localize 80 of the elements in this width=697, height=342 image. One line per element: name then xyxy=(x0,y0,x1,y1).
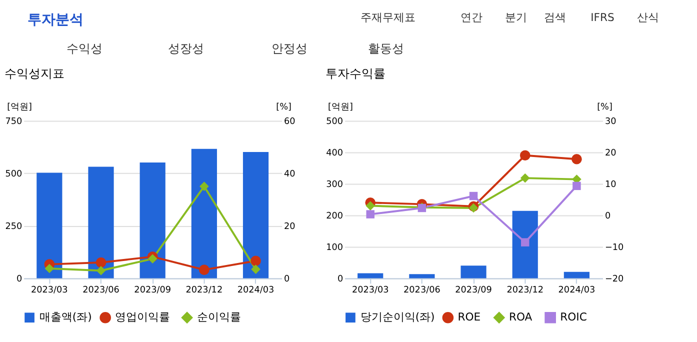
chart-title: 투자수익률 xyxy=(326,66,386,80)
y2-tick-label: −10 xyxy=(604,243,624,254)
y2-axis-title: [%] xyxy=(597,102,612,112)
text: 주재무제표 xyxy=(360,10,416,24)
point xyxy=(520,173,530,183)
y2-tick-label: 30 xyxy=(604,117,617,128)
bar xyxy=(242,152,269,278)
text: 산식 xyxy=(636,10,659,24)
point xyxy=(96,257,106,268)
y2-tick-label: 0 xyxy=(284,274,290,285)
text: 검색 xyxy=(544,10,566,24)
legend-label: 영업이익률 xyxy=(115,310,170,324)
bar xyxy=(140,162,166,278)
x-tick-label: 2023/09 xyxy=(455,286,492,296)
point xyxy=(520,150,530,161)
y2-tick-label: 40 xyxy=(284,170,296,180)
y-tick-label: 250 xyxy=(5,222,22,232)
bar xyxy=(88,166,114,278)
y-tick-label: 100 xyxy=(326,243,344,254)
y2-tick-label: 10 xyxy=(604,180,617,190)
y-axis-title: [억원] xyxy=(7,102,32,112)
point xyxy=(366,210,374,218)
text: 분기 xyxy=(504,10,527,24)
y2-tick-label: −20 xyxy=(604,274,624,285)
y2-tick-label: 60 xyxy=(284,117,296,128)
y2-tick-label: 0 xyxy=(604,212,611,222)
bar xyxy=(409,274,435,278)
x-tick-label: 2023/03 xyxy=(31,286,68,296)
text: 투자분석 xyxy=(28,12,84,28)
bar xyxy=(191,148,217,278)
bar xyxy=(460,266,486,278)
point xyxy=(251,264,260,274)
chart-title: 수익성지표 xyxy=(4,66,65,80)
y-tick-label: 0 xyxy=(16,274,23,285)
point xyxy=(96,266,106,276)
x-tick-label: 2024/03 xyxy=(558,286,596,296)
point xyxy=(199,264,210,275)
point xyxy=(366,201,376,210)
point xyxy=(44,264,54,274)
y-tick-label: 750 xyxy=(5,117,22,128)
point xyxy=(520,238,530,246)
point xyxy=(250,256,261,266)
x-tick-label: 2024/03 xyxy=(237,286,274,296)
text: 안정성 xyxy=(271,41,308,56)
y-axis-title: [억원] xyxy=(328,102,353,112)
point xyxy=(469,192,478,200)
text: IFRS xyxy=(590,10,615,24)
point xyxy=(572,182,581,190)
point xyxy=(572,154,582,164)
y2-axis-title: [%] xyxy=(276,102,292,112)
legend-label: ROE xyxy=(458,310,481,324)
bar xyxy=(512,210,538,278)
y2-tick-label: 20 xyxy=(284,222,296,232)
y-tick-label: 500 xyxy=(5,170,22,180)
text: 연간 xyxy=(460,10,483,24)
point xyxy=(200,182,209,192)
bar xyxy=(358,273,384,278)
legend-label: 매출액(좌) xyxy=(39,310,92,324)
x-tick-label: 2023/12 xyxy=(186,286,223,296)
legend-label: ROIC xyxy=(560,310,587,324)
bar xyxy=(36,172,62,278)
y-tick-label: 0 xyxy=(337,274,344,285)
y-tick-label: 500 xyxy=(326,117,344,128)
y-tick-label: 200 xyxy=(326,212,344,222)
x-tick-label: 2023/03 xyxy=(352,286,389,296)
x-tick-label: 2023/06 xyxy=(404,286,441,296)
text: 성장성 xyxy=(168,41,204,56)
y2-tick-label: 20 xyxy=(604,148,617,159)
y-tick-label: 400 xyxy=(326,148,344,159)
point xyxy=(148,254,158,264)
bar xyxy=(564,272,590,278)
legend-label: ROA xyxy=(508,310,533,324)
text: 수익성 xyxy=(66,41,103,56)
legend-label: 순이익률 xyxy=(196,310,241,324)
text: 활동성 xyxy=(368,41,404,56)
x-tick-label: 2023/12 xyxy=(506,286,544,296)
y-tick-label: 300 xyxy=(326,180,344,190)
x-tick-label: 2023/06 xyxy=(82,286,120,296)
x-tick-label: 2023/09 xyxy=(134,286,172,296)
legend-label: 당기순이익(좌) xyxy=(360,310,435,324)
